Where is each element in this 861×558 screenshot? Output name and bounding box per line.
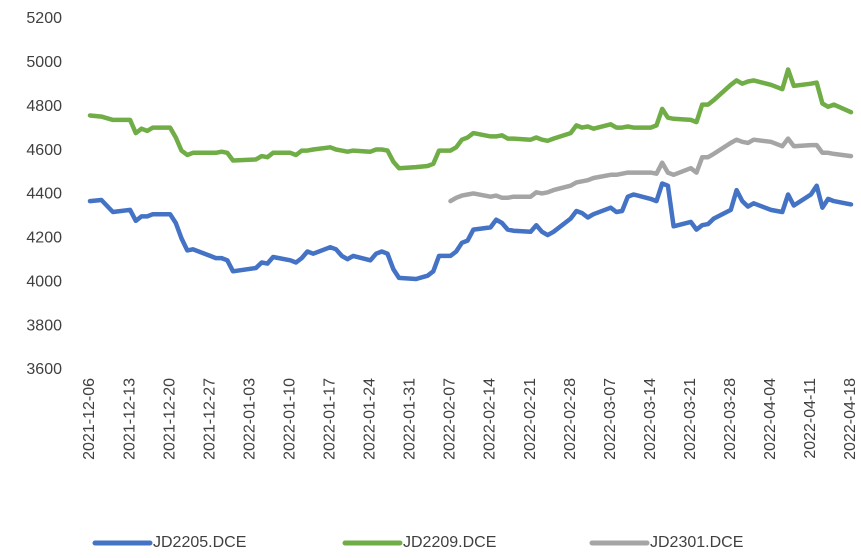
- x-tick-label: 2022-04-04: [762, 378, 779, 460]
- x-tick-label: 2022-02-28: [562, 378, 579, 460]
- x-tick-label: 2022-01-03: [241, 378, 258, 460]
- x-tick-label: 2022-03-28: [722, 378, 739, 460]
- y-tick-label: 4000: [26, 273, 62, 290]
- y-tick-label: 3600: [26, 361, 62, 378]
- x-tick-label: 2021-12-20: [161, 378, 178, 460]
- x-tick-label: 2022-03-21: [682, 378, 699, 460]
- x-tick-label: 2022-01-31: [402, 378, 419, 460]
- y-tick-label: 4800: [26, 98, 62, 115]
- legend-label: JD2205.DCE: [153, 534, 246, 551]
- x-tick-label: 2022-01-24: [362, 378, 379, 460]
- x-tick-label: 2021-12-13: [121, 378, 138, 460]
- x-tick-label: 2022-03-07: [602, 378, 619, 460]
- x-tick-label: 2022-04-18: [842, 378, 859, 460]
- x-tick-label: 2022-04-11: [802, 378, 819, 459]
- y-tick-label: 5200: [26, 10, 62, 27]
- y-tick-label: 5000: [26, 54, 62, 71]
- y-tick-label: 3800: [26, 317, 62, 334]
- x-tick-label: 2022-02-14: [482, 378, 499, 460]
- x-tick-label: 2022-03-14: [642, 378, 659, 460]
- series-line: [87, 181, 854, 282]
- series-line: [87, 67, 854, 171]
- x-tick-label: 2022-01-17: [322, 378, 339, 460]
- series-line: [448, 136, 854, 204]
- x-tick-label: 2021-12-06: [81, 378, 98, 460]
- legend-label: JD2209.DCE: [403, 534, 496, 551]
- x-tick-label: 2022-02-07: [442, 378, 459, 460]
- legend-label: JD2301.DCE: [650, 534, 743, 551]
- y-tick-label: 4200: [26, 230, 62, 247]
- x-tick-label: 2022-01-10: [281, 378, 298, 460]
- y-tick-label: 4600: [26, 142, 62, 159]
- x-tick-label: 2022-02-21: [522, 378, 539, 460]
- x-tick-label: 2021-12-27: [201, 378, 218, 460]
- y-tick-label: 4400: [26, 186, 62, 203]
